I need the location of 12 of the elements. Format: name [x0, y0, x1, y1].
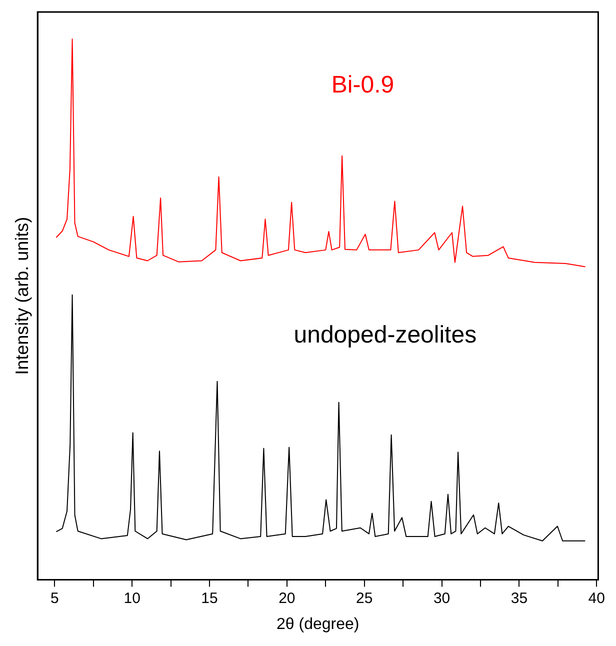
text: undoped-zeolites	[294, 321, 477, 348]
x-tick-label: 25	[356, 590, 373, 607]
x-tick-label: 5	[50, 590, 59, 607]
text: Bi-0.9	[331, 71, 394, 98]
x-tick-label: 40	[588, 590, 605, 607]
x-tick-label: 10	[124, 590, 140, 607]
y-axis-title: Intensity (arb. units)	[12, 216, 32, 375]
x-tick-label: 15	[201, 590, 218, 607]
x-tick-label: 20	[278, 590, 296, 607]
x-axis-title: 2θ (degree)	[276, 616, 360, 633]
x-tick-label: 35	[510, 590, 528, 607]
x-tick-label: 30	[433, 590, 450, 607]
